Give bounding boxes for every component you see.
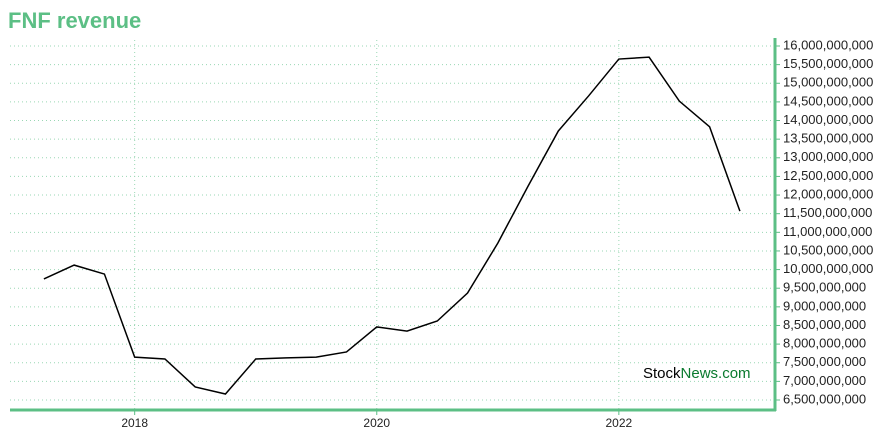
y-tick-label: 8,000,000,000 [783, 336, 866, 351]
y-tick-label: 14,000,000,000 [783, 112, 873, 127]
y-tick-label: 11,500,000,000 [783, 205, 872, 220]
watermark-part: News.com [681, 365, 751, 382]
chart-title: FNF revenue [8, 8, 141, 33]
x-tick-label: 2018 [121, 416, 148, 430]
y-tick-label: 15,500,000,000 [783, 56, 873, 71]
y-tick-label: 9,500,000,000 [783, 280, 866, 295]
watermark-part: Stock [643, 365, 681, 382]
y-tick-label: 12,000,000,000 [783, 186, 873, 201]
y-tick-label: 12,500,000,000 [783, 168, 873, 183]
x-tick-label: 2020 [363, 416, 390, 430]
y-tick-label: 7,500,000,000 [783, 354, 866, 369]
y-tick-label: 11,000,000,000 [783, 224, 872, 239]
y-tick-label: 13,500,000,000 [783, 131, 873, 146]
y-tick-label: 6,500,000,000 [783, 391, 866, 406]
line [43, 56, 741, 395]
y-tick-label: 13,000,000,000 [783, 149, 873, 164]
x-tick-label: 2022 [606, 416, 633, 430]
y-tick-label: 7,000,000,000 [783, 373, 866, 388]
watermark: StockNews.com [643, 365, 751, 382]
y-tick-label: 8,500,000,000 [783, 317, 866, 332]
y-tick-label: 16,000,000,000 [783, 37, 873, 52]
y-tick-label: 10,000,000,000 [783, 261, 873, 276]
y-tick-label: 15,000,000,000 [783, 75, 873, 90]
y-tick-label: 9,000,000,000 [783, 298, 866, 313]
y-tick-label: 10,500,000,000 [783, 242, 873, 257]
y-tick-label: 14,500,000,000 [783, 93, 873, 108]
